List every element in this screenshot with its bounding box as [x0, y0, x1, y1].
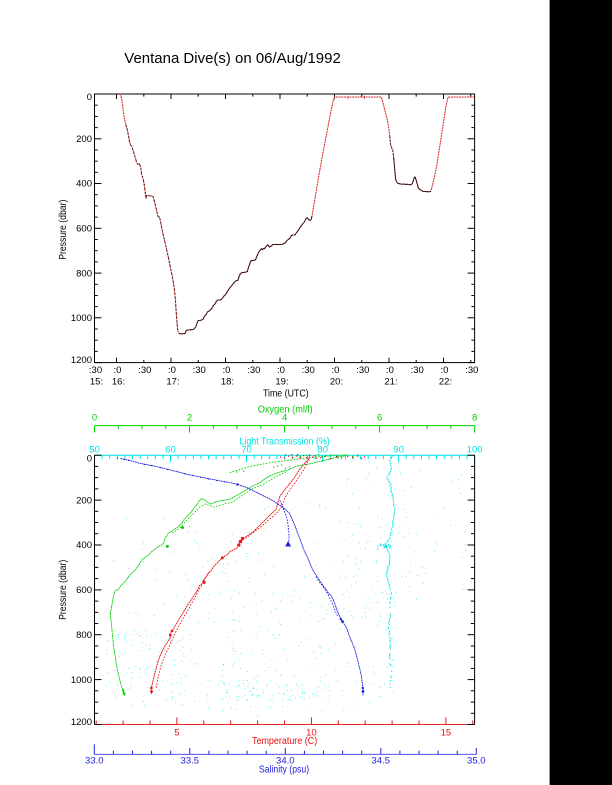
svg-text:1000: 1000 [71, 313, 92, 324]
svg-text:Pressure (dbar): Pressure (dbar) [58, 200, 69, 260]
svg-text:16:: 16: [112, 376, 125, 387]
svg-text:17:: 17: [166, 376, 179, 387]
svg-text:15: 15 [441, 728, 452, 739]
svg-text:33.5: 33.5 [181, 756, 200, 767]
svg-text:400: 400 [76, 540, 92, 551]
svg-text:1200: 1200 [71, 717, 92, 728]
svg-text:8: 8 [472, 413, 477, 424]
svg-text:50: 50 [89, 444, 100, 455]
svg-text::30: :30 [356, 365, 369, 376]
svg-text:21:: 21: [384, 376, 397, 387]
svg-text::30: :30 [193, 365, 206, 376]
svg-text:20:: 20: [330, 376, 343, 387]
svg-text::0: :0 [441, 365, 449, 376]
svg-text::30: :30 [138, 365, 151, 376]
svg-text:400: 400 [76, 179, 92, 190]
svg-text:18:: 18: [221, 376, 234, 387]
svg-text:1200: 1200 [71, 355, 92, 366]
svg-text:Salinity (psu): Salinity (psu) [259, 765, 309, 776]
svg-text:2: 2 [187, 413, 192, 424]
svg-text:600: 600 [76, 224, 92, 235]
svg-text:Ventana Dive(s) on 06/Aug/1992: Ventana Dive(s) on 06/Aug/1992 [124, 50, 340, 67]
svg-text::0: :0 [386, 365, 394, 376]
svg-text:0: 0 [92, 413, 97, 424]
svg-text:34.0: 34.0 [276, 756, 295, 767]
svg-text:200: 200 [76, 495, 92, 506]
svg-text:Light Transmission (%): Light Transmission (%) [239, 437, 329, 448]
svg-text:15:: 15: [90, 376, 103, 387]
svg-text:4: 4 [282, 413, 287, 424]
svg-text:34.5: 34.5 [372, 756, 391, 767]
svg-text:1000: 1000 [71, 675, 92, 686]
svg-text::0: :0 [114, 365, 122, 376]
svg-text:Pressure (dbar): Pressure (dbar) [58, 560, 69, 620]
svg-text:5: 5 [174, 728, 179, 739]
svg-text:19:: 19: [275, 376, 288, 387]
svg-text::30: :30 [465, 365, 478, 376]
svg-text:70: 70 [241, 444, 252, 455]
svg-text:33.0: 33.0 [85, 756, 104, 767]
svg-text:800: 800 [76, 630, 92, 641]
svg-text::0: :0 [277, 365, 285, 376]
svg-text::30: :30 [302, 365, 315, 376]
svg-text:35.0: 35.0 [467, 756, 486, 767]
svg-text:800: 800 [76, 268, 92, 279]
svg-text:22:: 22: [439, 376, 452, 387]
svg-text:200: 200 [76, 134, 92, 145]
svg-text:10: 10 [306, 728, 317, 739]
svg-text:0: 0 [87, 92, 92, 103]
svg-text:Temperature (C): Temperature (C) [252, 736, 317, 747]
svg-text::0: :0 [168, 365, 176, 376]
svg-text:60: 60 [165, 444, 176, 455]
svg-text:6: 6 [377, 413, 382, 424]
svg-text::0: :0 [223, 365, 231, 376]
svg-text::30: :30 [411, 365, 424, 376]
svg-text::30: :30 [247, 365, 260, 376]
svg-text:80: 80 [317, 444, 328, 455]
svg-text:600: 600 [76, 585, 92, 596]
svg-text:Time (UTC): Time (UTC) [263, 389, 309, 400]
svg-text:90: 90 [393, 444, 404, 455]
svg-text::0: :0 [332, 365, 340, 376]
svg-text::30: :30 [89, 365, 102, 376]
svg-text:100: 100 [467, 444, 483, 455]
svg-text:0: 0 [87, 453, 92, 464]
svg-text:Oxygen (ml/l): Oxygen (ml/l) [258, 404, 313, 415]
